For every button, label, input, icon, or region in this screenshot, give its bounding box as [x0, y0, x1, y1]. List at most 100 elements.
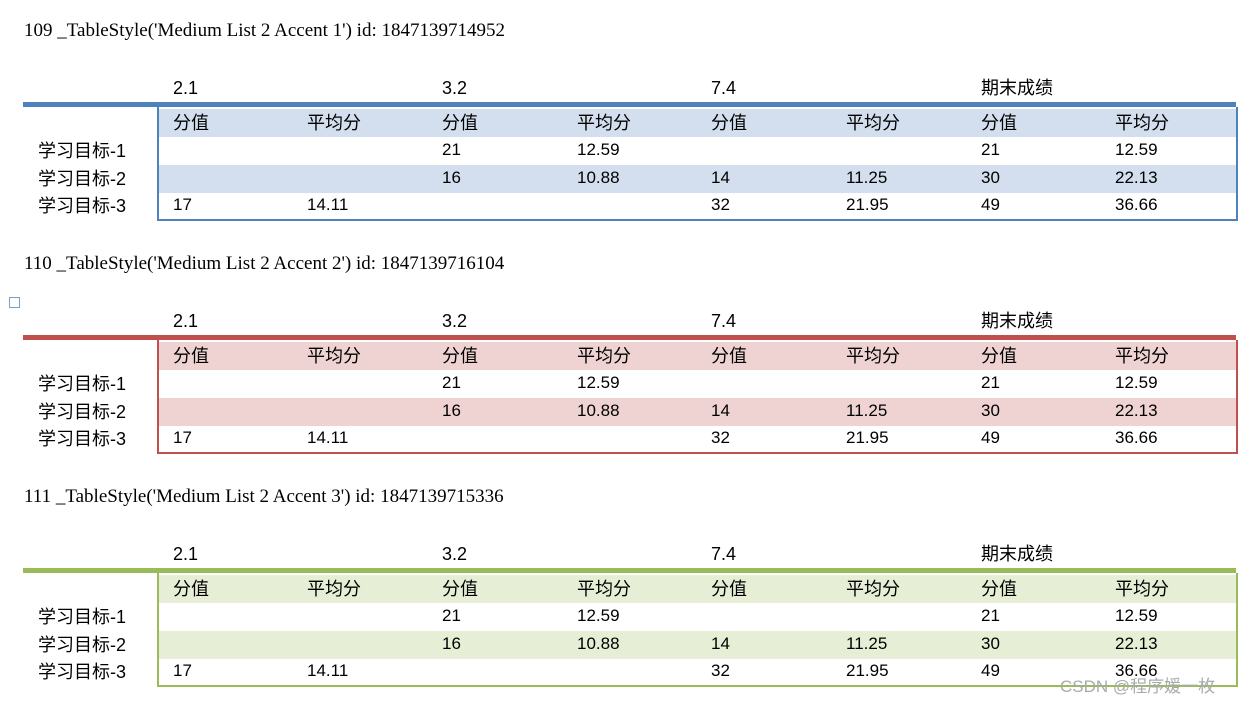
row-label: 学习目标-1	[38, 141, 127, 161]
cell: 12.59	[577, 140, 620, 159]
row-label: 学习目标-1	[38, 374, 127, 394]
cell: 17	[173, 661, 192, 680]
row-label: 学习目标-2	[38, 169, 127, 189]
cell: 11.25	[846, 168, 888, 187]
sub-header: 平均分	[307, 579, 361, 599]
cell: 16	[442, 401, 461, 420]
row-label: 学习目标-3	[38, 662, 127, 682]
sub-header: 分值	[711, 113, 747, 133]
cell: 49	[981, 195, 1000, 214]
row-label: 学习目标-3	[38, 429, 127, 449]
row-label: 学习目标-2	[38, 402, 127, 422]
cell: 21	[442, 373, 461, 392]
cell: 32	[711, 195, 730, 214]
cell: 21	[981, 373, 1000, 392]
cell: 14	[711, 168, 730, 187]
cell: 14.11	[307, 195, 349, 214]
sub-header: 平均分	[846, 113, 900, 133]
cell: 12.59	[577, 606, 620, 625]
sub-header: 分值	[173, 346, 209, 366]
caption: 110 _TableStyle('Medium List 2 Accent 2'…	[24, 253, 505, 274]
sub-header: 分值	[711, 579, 747, 599]
cell: 10.88	[577, 634, 620, 653]
cell: 49	[981, 428, 1000, 447]
sub-header: 分值	[981, 346, 1017, 366]
row-label: 学习目标-1	[38, 607, 127, 627]
cell: 49	[981, 661, 1000, 680]
accent-rule	[23, 102, 1236, 107]
band	[158, 398, 1236, 426]
cell: 12.59	[577, 373, 620, 392]
cell: 16	[442, 634, 461, 653]
cell: 21.95	[846, 195, 889, 214]
group-header: 期末成绩	[981, 311, 1053, 331]
cell: 21.95	[846, 428, 889, 447]
cell: 36.66	[1115, 195, 1158, 214]
cell: 22.13	[1115, 401, 1158, 420]
group-header: 3.2	[442, 544, 468, 564]
sub-header: 分值	[173, 113, 209, 133]
sub-header: 分值	[981, 579, 1017, 599]
cell: 14.11	[307, 428, 349, 447]
cell: 12.59	[1115, 373, 1158, 392]
cell: 11.25	[846, 401, 888, 420]
group-header: 3.2	[442, 78, 468, 98]
table-handle	[9, 297, 20, 308]
group-header: 2.1	[173, 544, 199, 564]
row-label: 学习目标-3	[38, 196, 127, 216]
sub-header: 平均分	[1115, 113, 1169, 133]
band	[158, 631, 1236, 659]
cell: 10.88	[577, 401, 620, 420]
table-border	[157, 573, 1238, 687]
group-header: 7.4	[711, 544, 737, 564]
cell: 12.59	[1115, 140, 1158, 159]
band	[158, 109, 1236, 137]
sub-header: 平均分	[577, 346, 631, 366]
table-border	[157, 107, 1238, 221]
sub-header: 平均分	[1115, 579, 1169, 599]
cell: 36.66	[1115, 428, 1158, 447]
sub-header: 平均分	[307, 113, 361, 133]
cell: 17	[173, 195, 192, 214]
accent-rule	[23, 335, 1236, 340]
sub-header: 分值	[711, 346, 747, 366]
cell: 21	[442, 606, 461, 625]
cell: 30	[981, 401, 1000, 420]
cell: 22.13	[1115, 634, 1158, 653]
sub-header: 平均分	[1115, 346, 1169, 366]
cell: 17	[173, 428, 192, 447]
cell: 22.13	[1115, 168, 1158, 187]
caption: 111 _TableStyle('Medium List 2 Accent 3'…	[24, 486, 504, 507]
cell: 21	[981, 606, 1000, 625]
band	[158, 342, 1236, 370]
cell: 30	[981, 168, 1000, 187]
group-header: 3.2	[442, 311, 468, 331]
band	[158, 575, 1236, 603]
cell: 10.88	[577, 168, 620, 187]
cell: 16	[442, 168, 461, 187]
cell: 30	[981, 634, 1000, 653]
cell: 32	[711, 428, 730, 447]
group-header: 2.1	[173, 311, 199, 331]
sub-header: 平均分	[307, 346, 361, 366]
accent-rule	[23, 568, 1236, 573]
band	[158, 165, 1236, 193]
sub-header: 分值	[173, 579, 209, 599]
sub-header: 平均分	[577, 113, 631, 133]
sub-header: 分值	[981, 113, 1017, 133]
group-header: 期末成绩	[981, 544, 1053, 564]
sub-header: 平均分	[577, 579, 631, 599]
caption: 109 _TableStyle('Medium List 2 Accent 1'…	[24, 20, 505, 41]
group-header: 7.4	[711, 311, 737, 331]
sub-header: 平均分	[846, 346, 900, 366]
group-header: 7.4	[711, 78, 737, 98]
sub-header: 分值	[442, 346, 478, 366]
row-label: 学习目标-2	[38, 635, 127, 655]
table-border	[157, 340, 1238, 454]
cell: 11.25	[846, 634, 888, 653]
cell: 12.59	[1115, 606, 1158, 625]
cell: 21	[442, 140, 461, 159]
cell: 21	[981, 140, 1000, 159]
sub-header: 平均分	[846, 579, 900, 599]
